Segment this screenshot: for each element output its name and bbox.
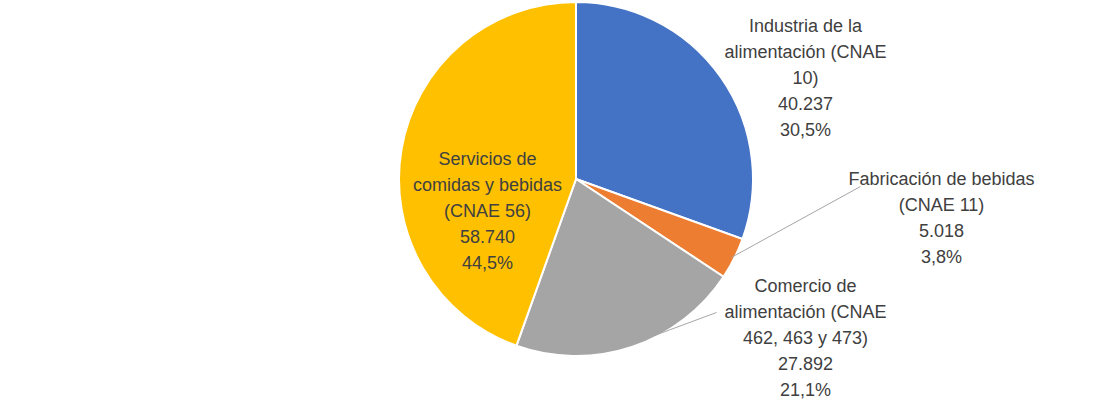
svg-text:Industria de laalimentación (C: Industria de laalimentación (CNAE10)40.2…	[724, 16, 886, 140]
svg-text:Comercio dealimentación (CNAE4: Comercio dealimentación (CNAE462, 463 y …	[724, 276, 886, 400]
svg-text:Fabricación de bebidas(CNAE 11: Fabricación de bebidas(CNAE 11)5.0183,8%…	[848, 169, 1034, 267]
svg-text:Servicios decomidas y bebidas(: Servicios decomidas y bebidas(CNAE 56)58…	[413, 149, 562, 273]
